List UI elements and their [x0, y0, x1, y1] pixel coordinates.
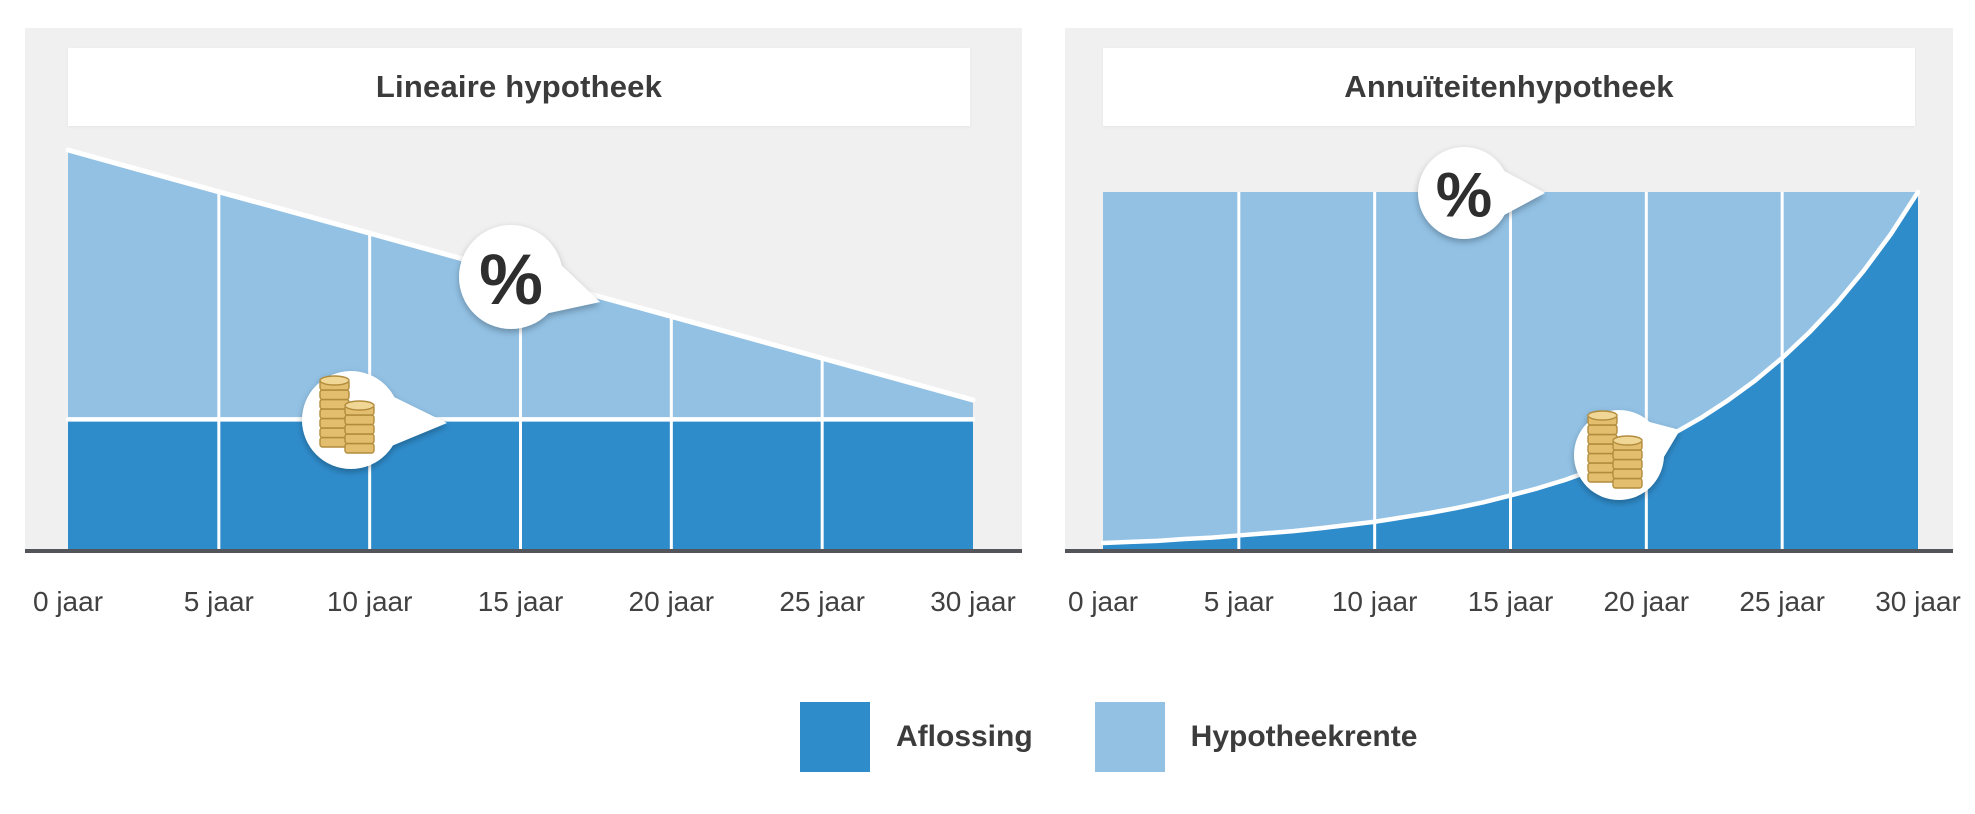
x-axis-label: 10 jaar	[326, 586, 413, 617]
x-axis-label: 20 jaar	[628, 586, 715, 617]
hypotheekrente-color-swatch	[1094, 702, 1165, 772]
percent-icon: %	[1436, 161, 1492, 231]
annuity-chart-title: Annuïteitenhypotheek	[1344, 69, 1674, 104]
percent-callout: %	[1418, 147, 1545, 239]
chart-legend: Aflossing Hypotheekrente	[800, 702, 1417, 772]
x-axis-label: 25 jaar	[1739, 586, 1825, 617]
x-axis-label: 0 jaar	[32, 586, 104, 617]
legend-item-aflossing: Aflossing	[800, 702, 1033, 772]
hypotheekrente-legend-label: Hypotheekrente	[1190, 720, 1418, 753]
coins-callout	[1574, 410, 1680, 500]
x-axis-label: 0 jaar	[1067, 586, 1139, 617]
percent-icon: %	[479, 240, 543, 320]
percent-callout: %	[459, 225, 600, 329]
x-axis-label: 5 jaar	[183, 586, 254, 617]
x-axis-label: 10 jaar	[1331, 586, 1418, 617]
x-axis-label: 30 jaar	[1875, 586, 1961, 617]
linear-chart-x-axis	[25, 549, 1022, 553]
linear-mortgage-chart: %	[65, 147, 976, 552]
linear-chart-title-box: Lineaire hypotheek	[68, 48, 970, 126]
x-axis-label: 20 jaar	[1603, 586, 1690, 617]
aflossing-color-swatch	[800, 702, 870, 772]
annuity-mortgage-chart: %	[1100, 147, 1921, 552]
annuity-chart-title-box: Annuïteitenhypotheek	[1103, 48, 1915, 126]
linear-chart-title: Lineaire hypotheek	[375, 69, 663, 104]
aflossing-boundary-line	[1100, 189, 1921, 546]
aflossing-legend-label: Aflossing	[896, 720, 1033, 753]
coins-callout	[302, 371, 447, 469]
x-axis-label: 25 jaar	[779, 586, 865, 617]
aflossing-area	[1103, 192, 1918, 552]
x-axis-label: 15 jaar	[477, 586, 564, 617]
legend-item-hypotheekrente: Hypotheekrente	[1094, 702, 1418, 772]
x-axis-label: 15 jaar	[1467, 586, 1554, 617]
coins-icon	[1587, 410, 1643, 489]
annuity-chart-x-axis	[1065, 549, 1953, 553]
x-axis-label: 30 jaar	[930, 586, 1016, 617]
x-axis-label: 5 jaar	[1203, 586, 1274, 617]
coins-icon	[319, 375, 375, 454]
